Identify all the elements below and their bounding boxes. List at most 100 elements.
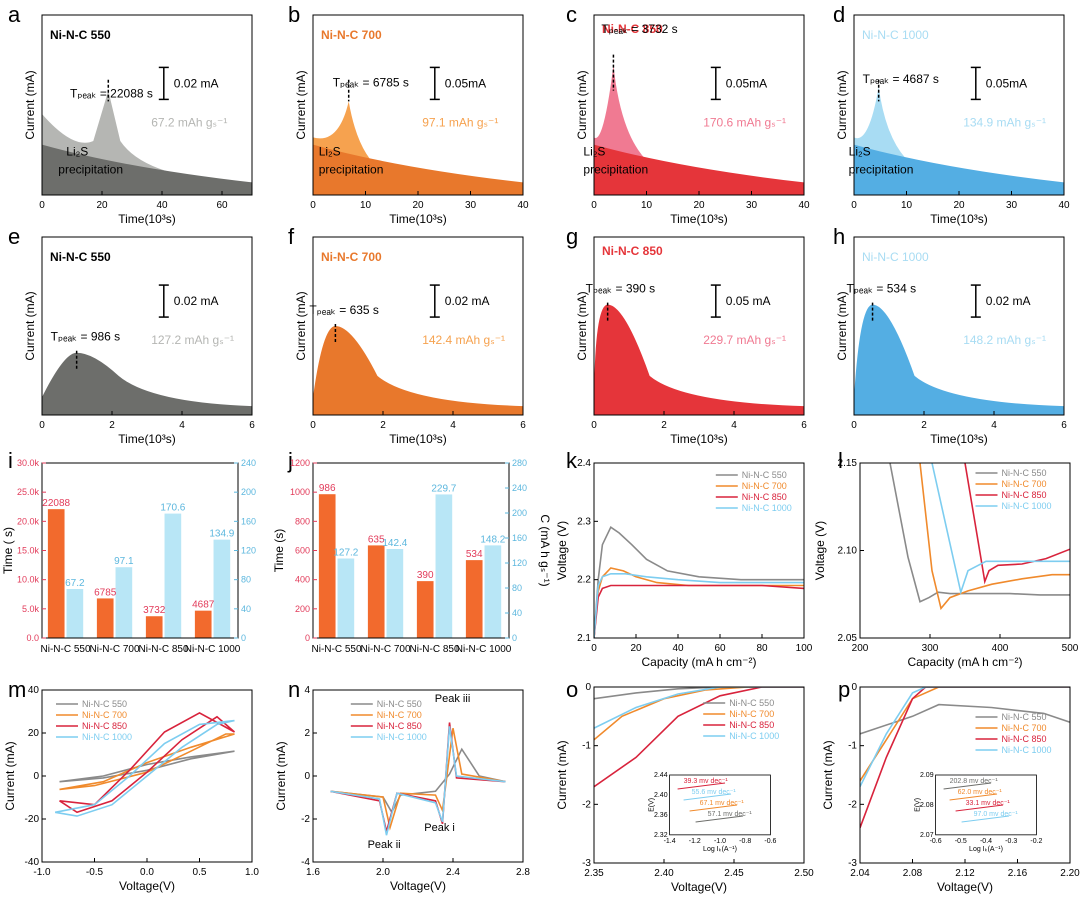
inset-y-label: E(V) — [915, 798, 922, 812]
panel-label: l — [838, 448, 843, 473]
legend-label: Ni-N-C 550 — [377, 699, 422, 709]
inset-slope-label: 33.1 mv dec⁻¹ — [966, 800, 1011, 807]
legend-label: Ni-N-C 1000 — [1002, 501, 1052, 511]
y-axis-label: Voltage (V) — [555, 521, 569, 580]
x-tick-label: 6 — [1061, 420, 1067, 431]
capacity-value-label: 142.4 — [382, 538, 407, 549]
inset-fit-line — [677, 782, 726, 790]
y-tick-label: 0.0 — [26, 633, 39, 643]
y-tick-label-right: 240 — [512, 483, 527, 493]
y-tick-label: 1200 — [290, 458, 310, 468]
y-tick-label: 0 — [585, 682, 591, 693]
time-value-label: 635 — [368, 534, 385, 545]
panel-label: i — [8, 448, 13, 473]
panel-label: m — [8, 677, 26, 702]
legend-label: Ni-N-C 550 — [729, 698, 774, 708]
x-tick-label: 1.6 — [306, 867, 320, 878]
series-line-0 — [59, 750, 235, 783]
x-tick-label: 2 — [380, 420, 386, 431]
time-value-label: 3732 — [143, 605, 166, 616]
series-line-1 — [594, 567, 804, 638]
series-line-3 — [594, 572, 804, 638]
panel-label: h — [833, 224, 845, 249]
inset-x-tick-label: -0.4 — [980, 838, 992, 845]
x-axis-label: Time(10³s) — [670, 432, 728, 446]
x-axis-label: Time(10³s) — [389, 212, 447, 226]
y-axis-label: Current (mA) — [294, 70, 308, 139]
x-tick-label: 0.0 — [140, 867, 154, 878]
time-bar — [96, 598, 114, 638]
capacity-bar — [115, 567, 133, 638]
y-axis-label: Current (mA) — [575, 291, 589, 360]
y-axis-label: Current (mA) — [575, 70, 589, 139]
legend-label: Ni-N-C 850 — [82, 721, 127, 731]
y-tick-label: -1 — [848, 741, 857, 752]
y-tick-label: 0 — [851, 682, 857, 693]
x-tick-label: 40 — [1058, 200, 1070, 211]
x-tick-label: 0 — [39, 200, 45, 211]
panel-a-frame — [41, 14, 253, 196]
panel-label: o — [566, 677, 578, 702]
capacity-label: 229.7 mAh gₛ⁻¹ — [703, 333, 786, 347]
x-tick-label: 2 — [661, 420, 667, 431]
x-tick-label: 2.20 — [1060, 868, 1080, 879]
x-tick-label: 2 — [921, 420, 927, 431]
current-area — [594, 304, 804, 415]
inset-x-tick-label: -1.4 — [664, 838, 676, 845]
x-tick-label: 4 — [731, 420, 737, 431]
x-tick-label: 6 — [249, 420, 255, 431]
panel-label: e — [8, 224, 20, 249]
inset-x-tick-label: -0.2 — [1030, 838, 1042, 845]
time-value-label: 986 — [319, 483, 336, 494]
y-tick-label: 2.10 — [838, 546, 858, 557]
scale-bar-label: 0.02 mA — [986, 294, 1031, 308]
x-tick-label: 20 — [412, 200, 424, 211]
x-tick-label: 500 — [1062, 643, 1079, 654]
y-tick-label: 20.0k — [17, 516, 40, 526]
y-tick-label-right: 200 — [241, 487, 256, 497]
sample-label: Ni-N-C 550 — [50, 250, 111, 264]
current-area — [313, 326, 523, 415]
legend-label: Ni-N-C 700 — [1002, 479, 1047, 489]
panel-label: c — [566, 2, 577, 27]
y-tick-label-right: 0 — [241, 633, 246, 643]
inset-fit-line — [961, 815, 1010, 823]
panel-label: j — [287, 448, 293, 473]
li2s-label: Li₂S — [849, 144, 871, 158]
y-axis-label: Current (mA) — [23, 70, 37, 139]
series-line-2 — [860, 687, 1070, 829]
x-tick-label: 2 — [109, 420, 115, 431]
capacity-label: 127.2 mAh gₛ⁻¹ — [151, 333, 234, 347]
inset-y-tick-label: 2.32 — [654, 832, 668, 839]
x-axis-label: Time(10³s) — [930, 212, 988, 226]
series-line-3 — [54, 719, 235, 817]
y-tick-label: 400 — [295, 575, 310, 585]
capacity-label: 170.6 mAh gₛ⁻¹ — [703, 116, 786, 130]
tpeak-label: Tₚₑₐₖ = 4687 s — [863, 72, 939, 86]
y-axis-label: Current (mA) — [274, 741, 288, 810]
inset-x-tick-label: -0.8 — [739, 838, 751, 845]
y-tick-label: 20 — [28, 728, 40, 739]
y-axis-label: Current (mA) — [821, 740, 835, 809]
inset-x-tick-label: -1.0 — [714, 838, 726, 845]
inset-y-label: E(V) — [649, 798, 656, 812]
li2s-label: Li₂S — [319, 144, 341, 158]
y-tick-label: -20 — [25, 814, 40, 825]
y-tick-label-right: 40 — [512, 608, 522, 618]
inset-y-tick-label: 2.07 — [920, 832, 934, 839]
x-tick-label: 20 — [953, 200, 965, 211]
x-axis-label: Time(10³s) — [118, 432, 176, 446]
series-line-3 — [594, 687, 804, 729]
x-axis-label: Voltage(V) — [119, 879, 175, 893]
inset-fit-line — [949, 793, 998, 801]
y-tick-label-right: 200 — [512, 508, 527, 518]
x-axis-label: Capacity (mA h cm⁻²) — [907, 655, 1022, 669]
x-tick-label: 2.12 — [955, 868, 975, 879]
series-line-2 — [594, 687, 804, 788]
time-value-label: 6785 — [94, 587, 117, 598]
capacity-bar — [435, 494, 453, 638]
x-axis-label: Capacity (mA h cm⁻²) — [641, 655, 756, 669]
y-tick-label: -40 — [25, 857, 40, 868]
y-tick-label-right: 120 — [241, 546, 256, 556]
inset-slope-label: 97.0 mv dec⁻¹ — [974, 811, 1019, 818]
